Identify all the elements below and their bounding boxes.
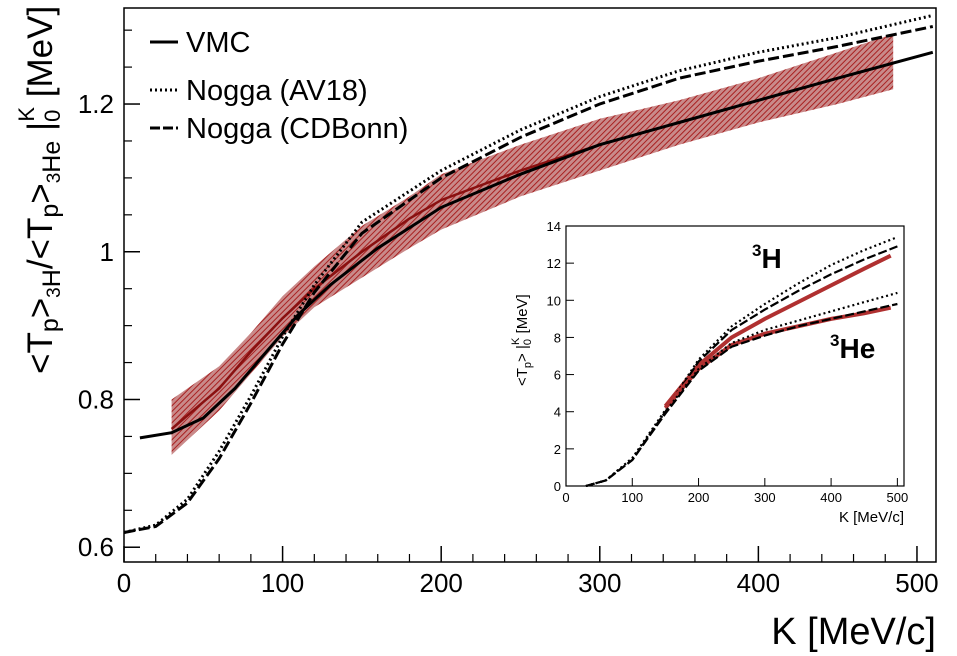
- inset-annotation-3he: 3He: [830, 331, 875, 364]
- main-y-tick-label: 0.6: [78, 532, 114, 562]
- inset-x-tick-label: 300: [754, 490, 776, 505]
- inset-vmc-line-1: [585, 302, 898, 488]
- inset-y-tick-label: 0: [554, 479, 561, 494]
- legend: VMC Nogga (AV18) Nogga (CDBonn): [150, 27, 408, 145]
- inset-y-tick-label: 8: [554, 330, 561, 345]
- main-x-tick-label: 300: [578, 568, 621, 598]
- main-x-tick-label: 400: [737, 568, 780, 598]
- main-plot-frame: [123, 7, 937, 563]
- inset-x-tick-label: 100: [621, 490, 643, 505]
- main-x-tick-label: 200: [419, 568, 462, 598]
- main-series-line-1: [123, 13, 934, 534]
- inset-x-tick-label: 500: [887, 490, 909, 505]
- inset-y-tick-label: 12: [547, 256, 561, 271]
- inset-plot-frame: [565, 225, 905, 487]
- inset-x-tick-label: 400: [820, 490, 842, 505]
- inset-series-group: [585, 236, 898, 488]
- inset-y-tick-label: 6: [554, 368, 561, 383]
- inset-y-tick-label: 4: [554, 405, 561, 420]
- legend-label-av18: Nogga (AV18): [186, 75, 368, 107]
- inset-annotation-3h: 3H: [752, 241, 782, 274]
- inset-y-tick-label: 10: [547, 293, 561, 308]
- inset-y-tick-label: 2: [554, 442, 561, 457]
- main-y-tick-label: 1.2: [78, 89, 114, 119]
- inset-data-band-0: [663, 253, 892, 408]
- main-x-tick-label: 100: [261, 568, 304, 598]
- legend-label-vmc: VMC: [186, 27, 250, 59]
- inset-x-tick-label: 200: [688, 490, 710, 505]
- inset-y-tick-label: 14: [547, 219, 561, 234]
- main-y-tick-label: 1: [100, 237, 114, 267]
- main-y-tick-label: 0.8: [78, 384, 114, 414]
- inset-x-axis-label: K [MeV/c]: [839, 509, 904, 526]
- main-series-line-0: [139, 50, 934, 440]
- main-series-line-2: [123, 25, 934, 534]
- inset-y-axis-label: <Tp> |0K [MeV]: [510, 294, 534, 386]
- main-x-axis-label: K [MeV/c]: [771, 611, 936, 653]
- main-x-tick-label: 500: [895, 568, 938, 598]
- main-x-tick-label: 0: [117, 568, 131, 598]
- inset-axis-ticks: 0 100 200 300 400 500 0 2 4 6 8 10 12 14: [547, 219, 909, 505]
- legend-label-cdbonn: Nogga (CDBonn): [186, 113, 408, 145]
- inset-av18-line-0: [585, 236, 898, 488]
- main-series-group: [123, 13, 934, 534]
- data-uncertainty-band: [171, 33, 894, 455]
- main-y-axis-label: <Tp>3H/<Tp>3He |0K [MeV]: [14, 6, 66, 374]
- inset-x-tick-label: 0: [562, 490, 569, 505]
- inset-background: [508, 212, 906, 540]
